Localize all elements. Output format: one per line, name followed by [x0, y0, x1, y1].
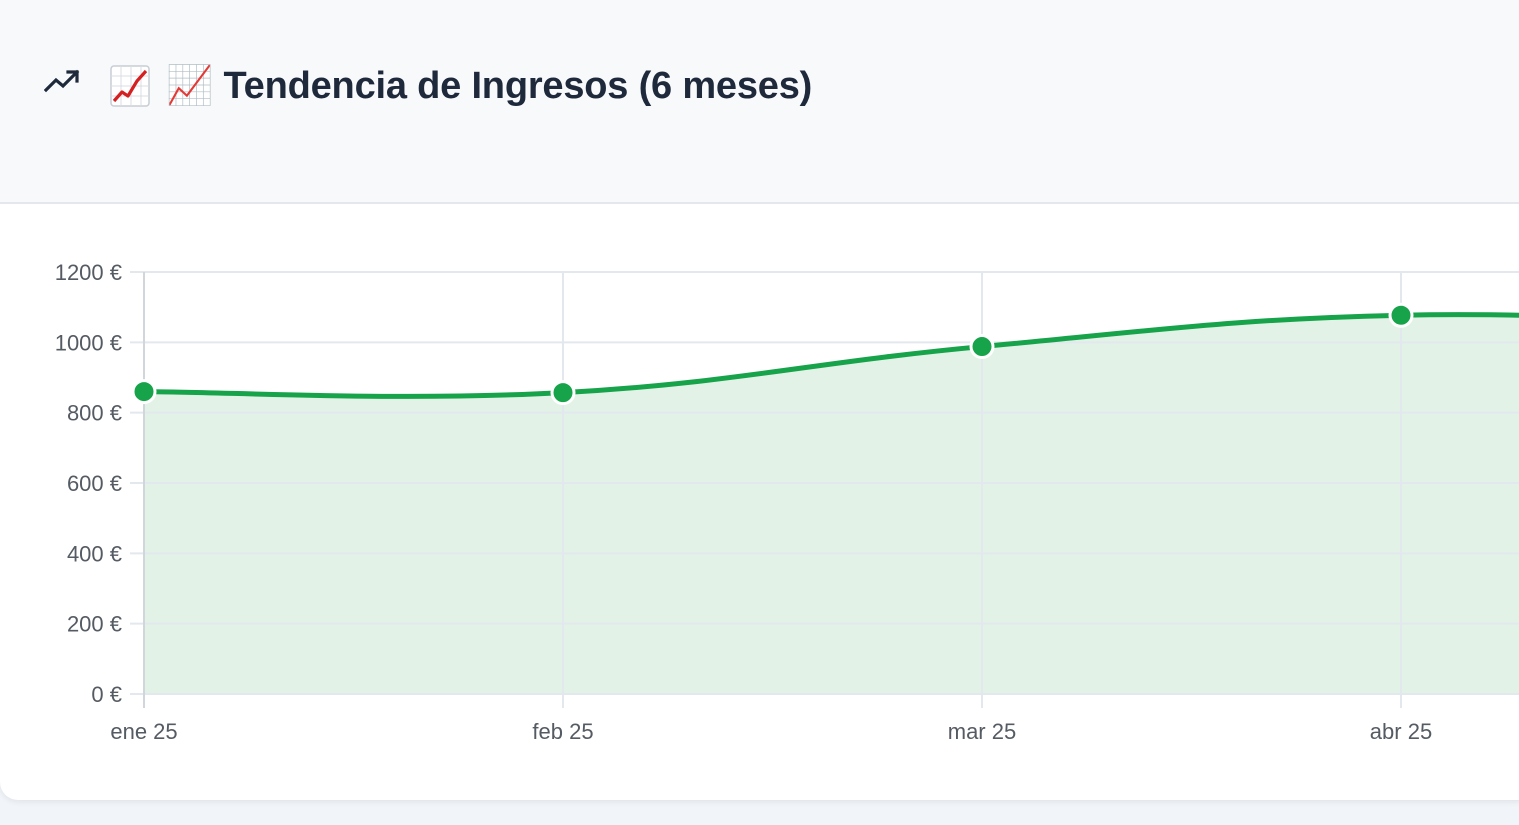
x-tick-label: ene 25	[110, 719, 177, 744]
x-tick-label: mar 25	[948, 719, 1016, 744]
y-tick-label: 800 €	[67, 401, 122, 426]
chart-increasing-icon	[110, 65, 150, 107]
revenue-line-chart: 0 € 200 € 400 € 600 € 800 € 1000 € 1200 € ene 2…	[55, 260, 1519, 744]
data-point	[969, 334, 995, 360]
data-point	[131, 379, 157, 405]
chart-title: 📈 Tendencia de Ingresos (6 meses)	[166, 65, 813, 107]
y-tick-label: 1000 €	[55, 330, 122, 355]
trending-up-icon	[44, 69, 80, 93]
y-tick-label: 0 €	[91, 682, 122, 707]
revenue-trend-card: 📈 Tendencia de Ingresos (6 meses) 0 € 200…	[0, 0, 1519, 800]
y-tick-label: 1200 €	[55, 260, 122, 285]
data-point	[550, 380, 576, 406]
x-tick-label: abr 25	[1370, 719, 1432, 744]
data-point	[1388, 302, 1414, 328]
y-tick-label: 400 €	[67, 541, 122, 566]
x-tick-label: feb 25	[532, 719, 593, 744]
y-tick-label: 600 €	[67, 471, 122, 496]
y-tick-label: 200 €	[67, 612, 122, 637]
card-header: 📈 Tendencia de Ingresos (6 meses)	[0, 0, 1519, 204]
area-fill	[144, 314, 1519, 694]
